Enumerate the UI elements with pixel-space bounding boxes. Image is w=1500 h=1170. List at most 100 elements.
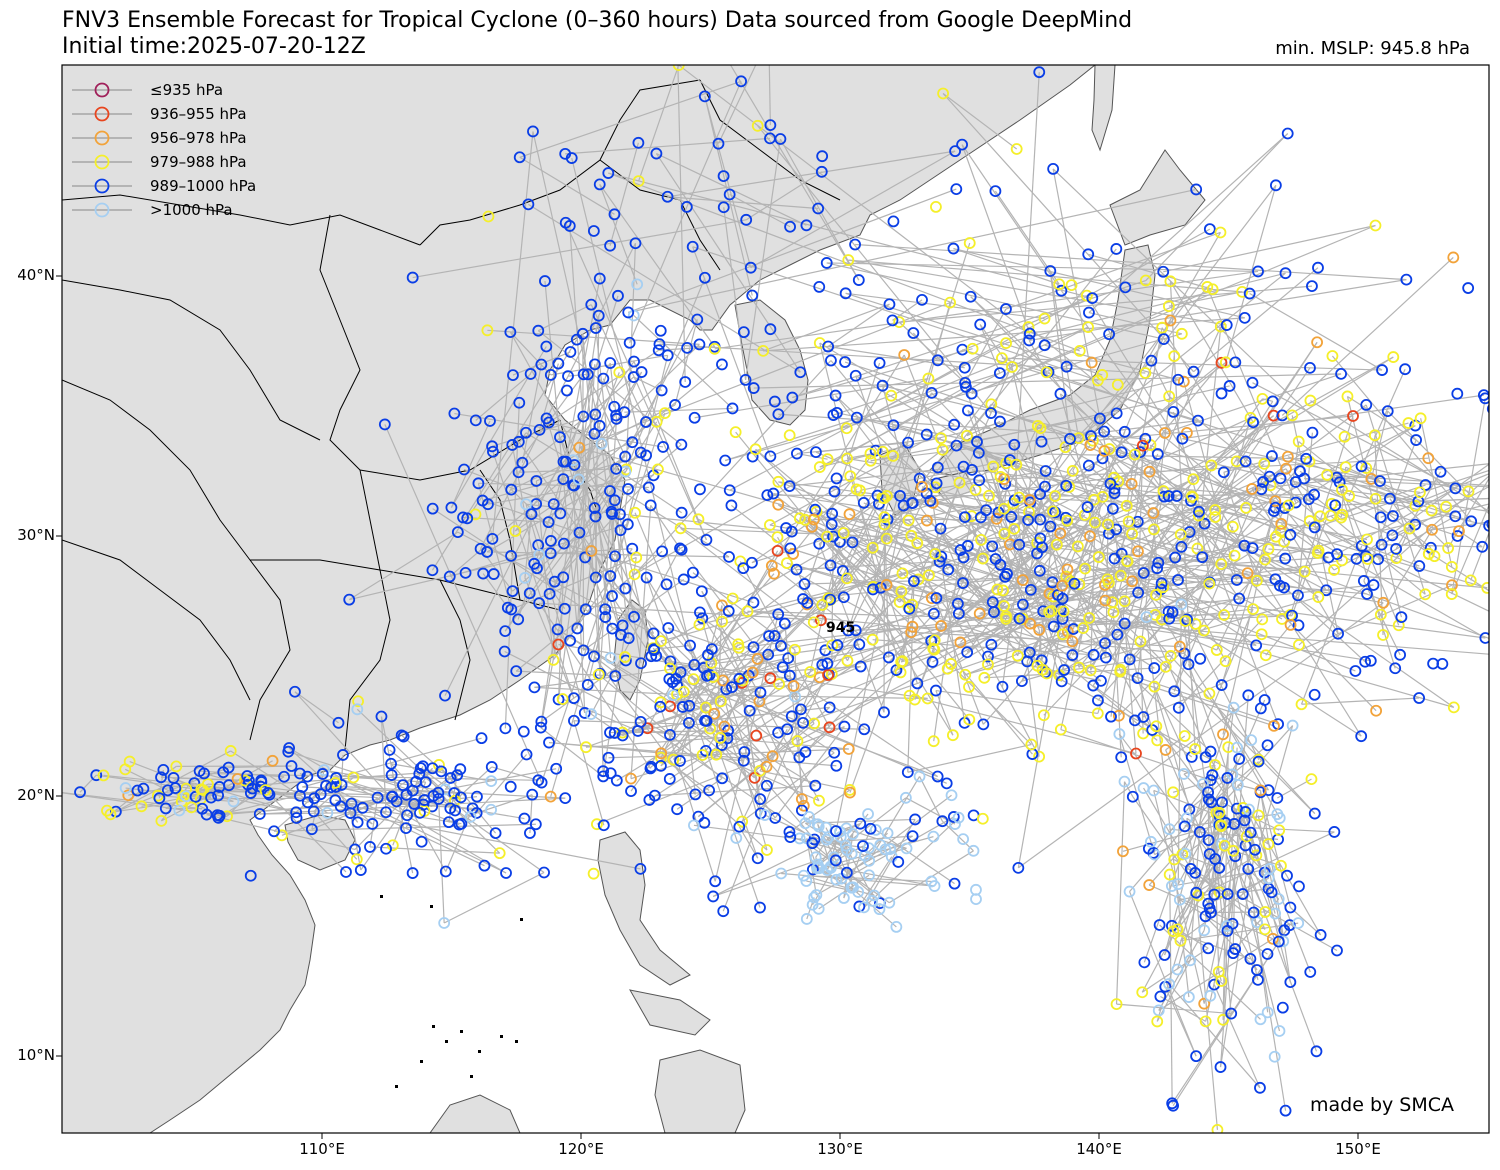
track-point <box>964 290 977 303</box>
track-point <box>954 636 967 649</box>
track-point <box>640 416 652 428</box>
track-point <box>948 418 961 431</box>
track-segment <box>509 331 552 376</box>
track-segment <box>1182 394 1484 440</box>
track-point <box>902 514 915 527</box>
track-point <box>751 119 764 132</box>
track-point <box>576 327 589 340</box>
track-segment <box>629 206 688 343</box>
track-point <box>1045 605 1058 617</box>
track-point <box>1284 528 1297 541</box>
track-point <box>993 367 1006 380</box>
track-point <box>632 175 645 187</box>
track-segment <box>750 150 956 269</box>
track-point <box>593 178 606 191</box>
track-point <box>1464 574 1477 587</box>
track-point <box>729 426 742 439</box>
track-point <box>1425 504 1438 517</box>
track-point <box>1174 934 1187 947</box>
track-point <box>1147 507 1160 519</box>
track-point <box>1332 627 1344 640</box>
track-segment <box>698 518 935 651</box>
track-point <box>830 472 843 485</box>
track-point <box>1152 1004 1165 1017</box>
track-point <box>1024 583 1037 596</box>
track-point <box>581 368 594 381</box>
track-point <box>874 581 887 594</box>
track-point <box>622 632 635 645</box>
track-point <box>1056 612 1069 625</box>
track-point <box>885 389 898 402</box>
track-point <box>385 769 398 781</box>
track-point <box>634 715 647 728</box>
track-segment <box>711 648 774 757</box>
track-point <box>1434 465 1447 478</box>
track-segment <box>1159 924 1261 1020</box>
track-segment <box>1370 410 1389 479</box>
track-point <box>949 818 961 830</box>
track-point <box>1118 425 1131 438</box>
track-segment <box>1046 655 1171 675</box>
track-point <box>708 342 721 355</box>
track-point <box>829 854 842 867</box>
track-point <box>561 384 573 397</box>
track-point <box>1259 906 1272 918</box>
track-point <box>655 384 668 397</box>
track-point <box>1151 562 1164 575</box>
track-point <box>1131 515 1144 528</box>
track-point <box>1229 850 1242 863</box>
track-segment <box>659 706 716 882</box>
track-point <box>905 626 918 639</box>
track-point <box>1254 1081 1266 1094</box>
track-segment <box>1156 802 1223 1022</box>
track-segment <box>1280 477 1489 527</box>
track-segment <box>1377 515 1456 560</box>
track-point <box>588 650 600 663</box>
track-point <box>841 654 854 667</box>
track-segment <box>660 635 776 754</box>
track-segment <box>1026 661 1040 757</box>
track-point <box>1034 532 1047 545</box>
track-segment <box>1451 503 1489 595</box>
track-point <box>1155 577 1168 590</box>
track-point <box>356 801 369 814</box>
track-segment <box>848 623 1031 632</box>
track-segment <box>777 504 1064 635</box>
track-point <box>1082 459 1095 472</box>
track-point <box>1050 538 1063 551</box>
track-point <box>659 407 671 419</box>
track-point <box>812 202 825 215</box>
track-point <box>552 357 565 370</box>
track-point <box>929 548 942 560</box>
track-point <box>1413 560 1426 572</box>
track-segment <box>802 502 913 724</box>
track-point <box>1250 574 1263 587</box>
track-point <box>534 721 547 734</box>
track-segment <box>958 570 1041 615</box>
track-point <box>1039 480 1051 493</box>
track-point <box>559 147 572 160</box>
track-segment <box>1346 396 1402 618</box>
track-point <box>1213 806 1226 819</box>
track-segment <box>744 138 782 380</box>
track-point <box>609 550 621 563</box>
track-point <box>1329 499 1342 512</box>
track-point <box>487 445 499 458</box>
track-point <box>778 617 791 630</box>
track-segment <box>870 420 1199 462</box>
track-point <box>1139 367 1152 379</box>
track-point <box>857 496 870 509</box>
track-point <box>1215 356 1228 369</box>
track-point <box>595 437 608 450</box>
track-point <box>1192 414 1204 427</box>
track-point <box>1085 356 1098 369</box>
track-point <box>1172 373 1185 386</box>
track-point <box>1262 784 1275 797</box>
track-point <box>1144 835 1157 848</box>
track-point <box>1383 492 1396 505</box>
track-segment <box>1335 497 1489 506</box>
track-point <box>764 672 777 685</box>
track-point <box>577 410 590 423</box>
track-segment <box>649 766 652 769</box>
track-segment <box>637 730 849 750</box>
